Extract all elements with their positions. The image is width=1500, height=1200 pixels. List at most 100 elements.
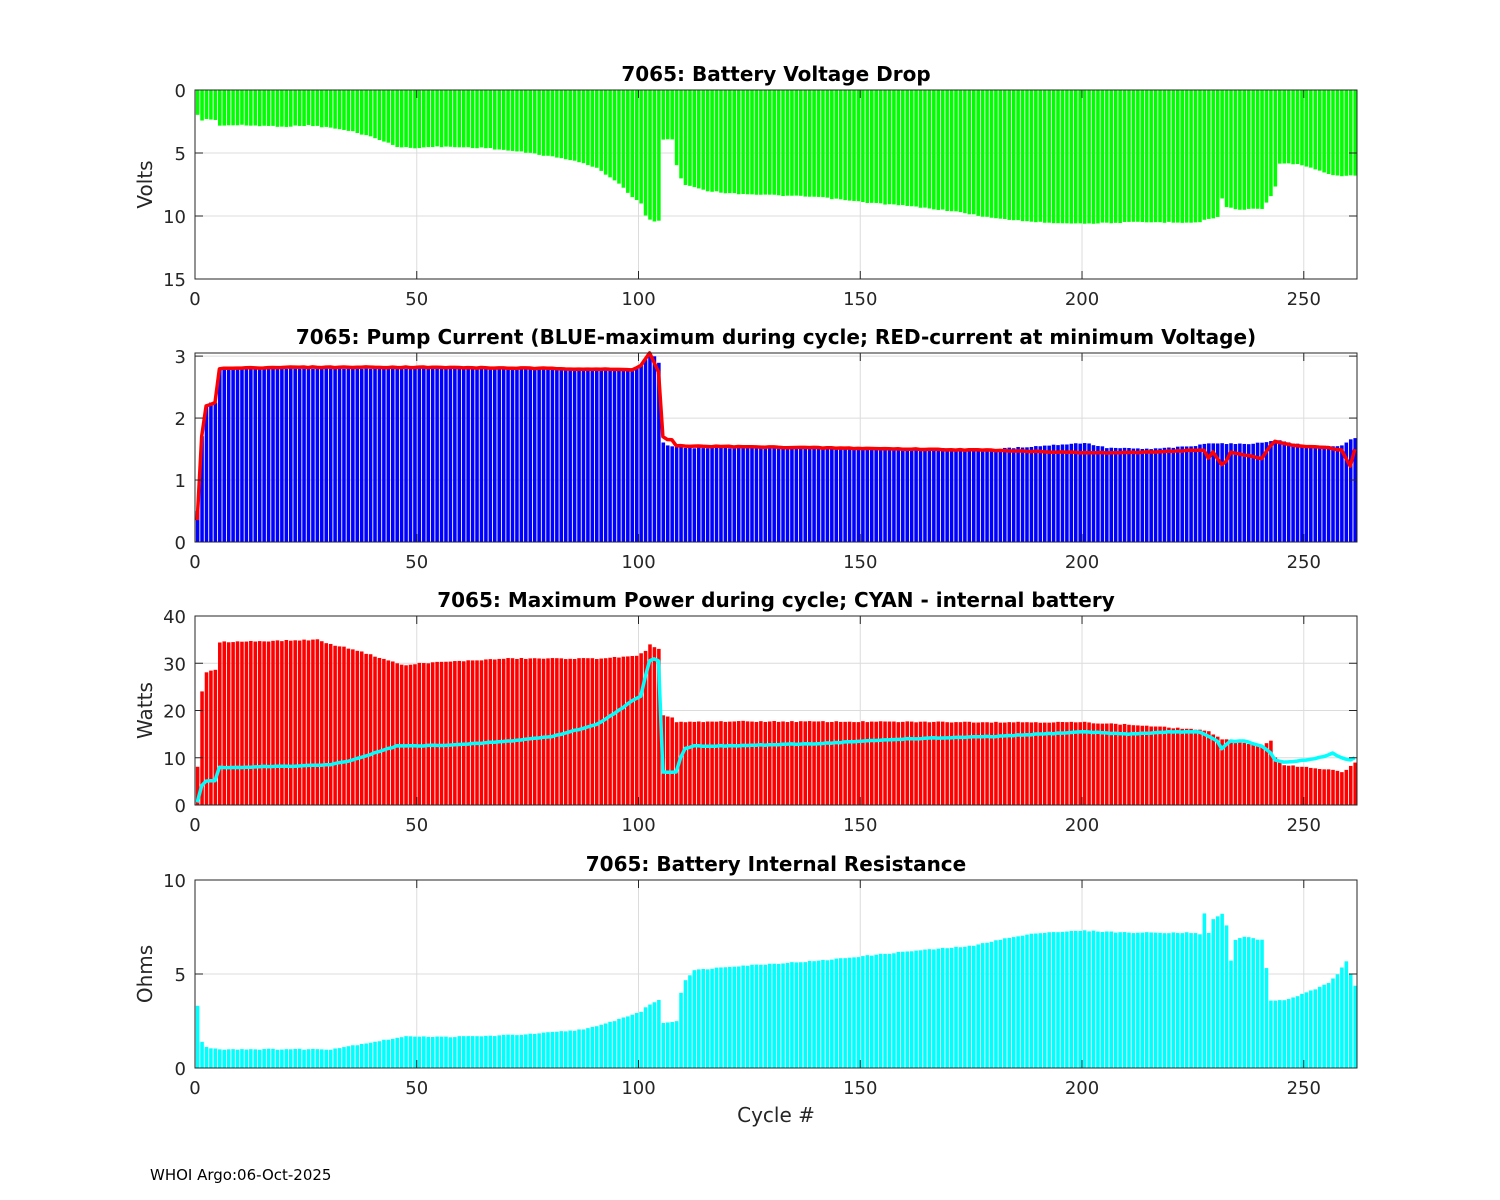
bar — [284, 640, 289, 805]
bar — [643, 1007, 648, 1068]
bar — [688, 975, 692, 1068]
bar — [728, 90, 732, 194]
bar — [577, 658, 581, 805]
bar — [595, 368, 599, 542]
bar — [630, 656, 635, 805]
bar — [989, 448, 994, 542]
bar — [541, 1032, 546, 1068]
bar — [1180, 728, 1184, 805]
bar — [1282, 90, 1286, 164]
bar — [1127, 448, 1131, 542]
bar — [1051, 932, 1056, 1068]
bar — [772, 721, 776, 805]
bar — [1180, 933, 1184, 1068]
bar — [1229, 740, 1233, 805]
bar — [1264, 743, 1269, 805]
bar — [1282, 1000, 1286, 1068]
bar — [1238, 443, 1242, 542]
bar — [572, 368, 577, 542]
bar — [1047, 932, 1051, 1068]
bar — [723, 447, 728, 542]
bar — [892, 448, 896, 542]
bar — [1171, 932, 1176, 1068]
bar — [954, 90, 958, 212]
bar — [253, 641, 258, 805]
bar — [697, 90, 701, 189]
bar — [302, 639, 306, 805]
bar — [1073, 722, 1078, 805]
bar — [288, 90, 293, 127]
bar — [807, 90, 812, 197]
bar — [439, 661, 444, 805]
bar — [692, 90, 697, 188]
bar — [218, 642, 222, 805]
y-tick-label: 10 — [163, 871, 186, 892]
panel-4: 0 50 100 150 200 250 0 5 10 7065: Battery Interna… — [133, 852, 1358, 1127]
bar — [1220, 443, 1224, 542]
bar — [1153, 932, 1158, 1068]
bar — [1029, 447, 1034, 542]
bar — [1078, 722, 1082, 805]
bar — [519, 368, 524, 542]
bar — [293, 90, 297, 126]
bar — [1211, 90, 1216, 219]
bar — [794, 447, 799, 542]
bar — [1260, 442, 1264, 542]
bar — [1238, 741, 1242, 805]
bar — [843, 90, 847, 201]
bar — [563, 368, 568, 542]
bar — [896, 722, 901, 805]
bar — [297, 1048, 302, 1068]
bar — [887, 448, 892, 542]
bar — [342, 90, 346, 130]
bar — [373, 656, 377, 805]
bar — [688, 721, 692, 805]
bar — [444, 661, 448, 805]
bar — [980, 722, 985, 805]
bar — [883, 448, 887, 542]
bar — [1016, 936, 1020, 1068]
bar — [439, 90, 444, 148]
bar — [422, 368, 426, 542]
bar — [1313, 768, 1318, 805]
bar — [812, 961, 816, 1068]
bar — [249, 640, 253, 805]
y-tick-label: 1 — [175, 471, 186, 492]
bar — [235, 1049, 240, 1068]
bar — [1153, 90, 1158, 223]
bar — [865, 448, 870, 542]
bar — [444, 368, 448, 542]
bar — [413, 90, 417, 149]
bar — [998, 449, 1003, 542]
bar — [395, 663, 399, 805]
y-tick-label: 10 — [163, 207, 186, 228]
bar — [448, 368, 453, 542]
bar — [297, 640, 302, 805]
bar — [475, 90, 479, 149]
bar — [311, 90, 315, 127]
bar — [923, 448, 927, 542]
bar — [506, 90, 510, 151]
bar — [719, 721, 723, 805]
bar — [439, 368, 444, 542]
bar — [976, 944, 980, 1068]
bar — [1313, 989, 1318, 1068]
bar — [1344, 442, 1349, 542]
bar — [1220, 739, 1224, 805]
bar — [1331, 446, 1335, 542]
y-tick-label: 40 — [163, 607, 186, 628]
bar — [457, 90, 462, 148]
bar — [1184, 932, 1189, 1068]
bar — [218, 1049, 222, 1068]
bar — [1242, 742, 1247, 805]
bars-cyan — [195, 913, 1357, 1068]
panel-1: 0 50 100 150 200 250 0 5 10 15 7065: Battery Volta… — [133, 62, 1358, 310]
bar — [1264, 968, 1269, 1068]
bar — [550, 368, 555, 542]
bar — [1282, 765, 1286, 805]
bar — [980, 449, 985, 542]
bar — [909, 721, 914, 805]
bar — [674, 1021, 679, 1068]
bar — [1211, 443, 1216, 542]
bar — [275, 368, 280, 542]
